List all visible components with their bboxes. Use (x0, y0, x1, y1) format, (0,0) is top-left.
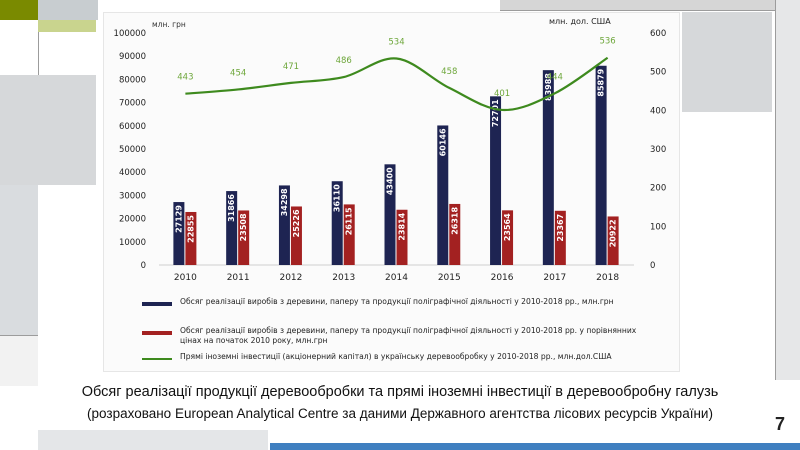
right-tick-label: 600 (650, 29, 666, 39)
left-tick-label: 60000 (119, 122, 146, 132)
bar-sales (173, 202, 185, 265)
bar-sales (278, 185, 290, 265)
bar-data-label: 85879 (597, 68, 606, 96)
bar-sales (226, 191, 238, 265)
right-tick-label: 100 (650, 222, 666, 232)
slide-frame-right-gray (682, 12, 772, 112)
bar-data-label: 23814 (398, 212, 407, 240)
x-tick-label: 2011 (227, 273, 250, 283)
slide-frame-top-right (500, 0, 775, 11)
x-tick-label: 2018 (596, 273, 619, 283)
fdi-data-label: 486 (336, 56, 352, 66)
slide-frame-left-lower (0, 185, 38, 335)
fdi-data-label: 534 (388, 38, 404, 48)
right-tick-label: 200 (650, 184, 666, 194)
legend-label-fdi: Прямі іноземні інвестиції (акціонерний к… (180, 352, 612, 361)
left-tick-label: 40000 (119, 168, 146, 178)
bar-sales (437, 125, 449, 266)
left-axis-unit-label: млн. грн (152, 20, 186, 29)
bar-sales (331, 181, 343, 265)
x-tick-label: 2013 (332, 273, 355, 283)
fdi-data-label: 471 (283, 62, 299, 72)
left-tick-label: 80000 (119, 75, 146, 85)
bar-sales-comparable (185, 211, 197, 265)
bar-sales (384, 164, 396, 265)
slide-frame-left-block (0, 20, 39, 75)
fdi-data-label: 458 (441, 67, 457, 77)
x-tick-label: 2010 (174, 273, 197, 283)
x-tick-label: 2016 (491, 273, 514, 283)
fdi-data-label: 444 (547, 72, 563, 82)
bar-data-label: 25226 (292, 209, 301, 237)
bar-data-label: 23508 (239, 213, 248, 241)
bar-data-label: 72701 (491, 99, 500, 127)
right-axis-unit-label: млн. дол. США (549, 17, 611, 26)
right-tick-label: 500 (650, 68, 666, 78)
slide-frame-right-side (775, 0, 800, 380)
slide-frame-top-bar (38, 0, 98, 20)
fdi-line (185, 56, 609, 112)
bar-sales (542, 70, 554, 265)
bar-data-label: 83988 (544, 73, 553, 101)
bar-data-label: 27129 (174, 205, 183, 233)
legend-swatch-fdi (142, 358, 172, 360)
left-tick-label: 100000 (114, 29, 146, 39)
slide-frame-right-white (682, 112, 772, 142)
bar-data-label: 36110 (333, 184, 342, 212)
fdi-data-label: 454 (230, 68, 246, 78)
slide-frame-left-gray (0, 75, 96, 185)
slide-frame-top-left (0, 0, 38, 20)
fdi-data-label: 401 (494, 89, 510, 99)
bar-data-label: 23564 (503, 213, 512, 241)
slide-frame-bottom-blue (270, 443, 800, 450)
bar-sales (595, 65, 607, 266)
left-tick-label: 0 (141, 261, 146, 271)
x-tick-label: 2017 (543, 273, 566, 283)
bar-sales-comparable (449, 203, 461, 265)
left-tick-label: 70000 (119, 99, 146, 109)
left-tick-label: 20000 (119, 215, 146, 225)
bar-data-label: 20922 (609, 219, 618, 247)
chart-panel: млн. грн млн. дол. США 0 10000 20000 30000 400… (103, 12, 680, 372)
x-tick-label: 2015 (438, 273, 461, 283)
slide-frame-bottom-left (38, 430, 268, 450)
figure-source-note: (розраховано European Analytical Centre … (87, 406, 713, 421)
legend-label-sales-comparable: Обсяг реалізації виробів з деревини, пап… (180, 326, 637, 345)
bar-sales-comparable (290, 206, 302, 265)
bar-data-label: 26318 (450, 207, 459, 235)
x-tick-label: 2014 (385, 273, 408, 283)
legend-swatch-sales (142, 302, 172, 306)
fdi-data-label: 443 (177, 73, 193, 83)
left-tick-label: 30000 (119, 191, 146, 201)
bar-data-label: 26115 (345, 207, 354, 235)
bar-sales-comparable (607, 216, 619, 265)
bar-data-label: 23367 (556, 214, 565, 242)
legend-swatch-sales-comparable (142, 331, 172, 335)
bar-sales-comparable (502, 210, 514, 265)
left-tick-label: 50000 (119, 145, 146, 155)
legend-label-sales: Обсяг реалізації виробів з деревини, пап… (180, 297, 614, 306)
left-tick-label: 90000 (119, 52, 146, 62)
page-number: 7 (775, 414, 786, 434)
figure-caption: Обсяг реалізації продукції деревообробки… (81, 384, 719, 400)
x-tick-label: 2012 (279, 273, 302, 283)
bar-data-label: 43400 (386, 167, 395, 195)
bar-sales (490, 96, 502, 265)
right-tick-label: 300 (650, 145, 666, 155)
bar-data-label: 34298 (280, 188, 289, 216)
bar-data-label: 22855 (186, 215, 195, 243)
bar-sales-comparable (238, 210, 250, 265)
right-tick-label: 0 (650, 261, 655, 271)
bar-data-label: 31866 (227, 194, 236, 222)
slide-frame-left-green (38, 20, 96, 32)
left-tick-label: 10000 (119, 238, 146, 248)
right-tick-label: 400 (650, 106, 666, 116)
bar-sales-comparable (396, 209, 408, 265)
chart-canvas: млн. грн млн. дол. США 0 10000 20000 30000 400… (114, 17, 667, 283)
bar-data-label: 60146 (438, 128, 447, 156)
bar-sales-comparable (554, 210, 566, 265)
bar-sales-comparable (343, 204, 355, 265)
slide-frame-left-white (0, 335, 38, 386)
fdi-data-label: 536 (599, 37, 615, 47)
